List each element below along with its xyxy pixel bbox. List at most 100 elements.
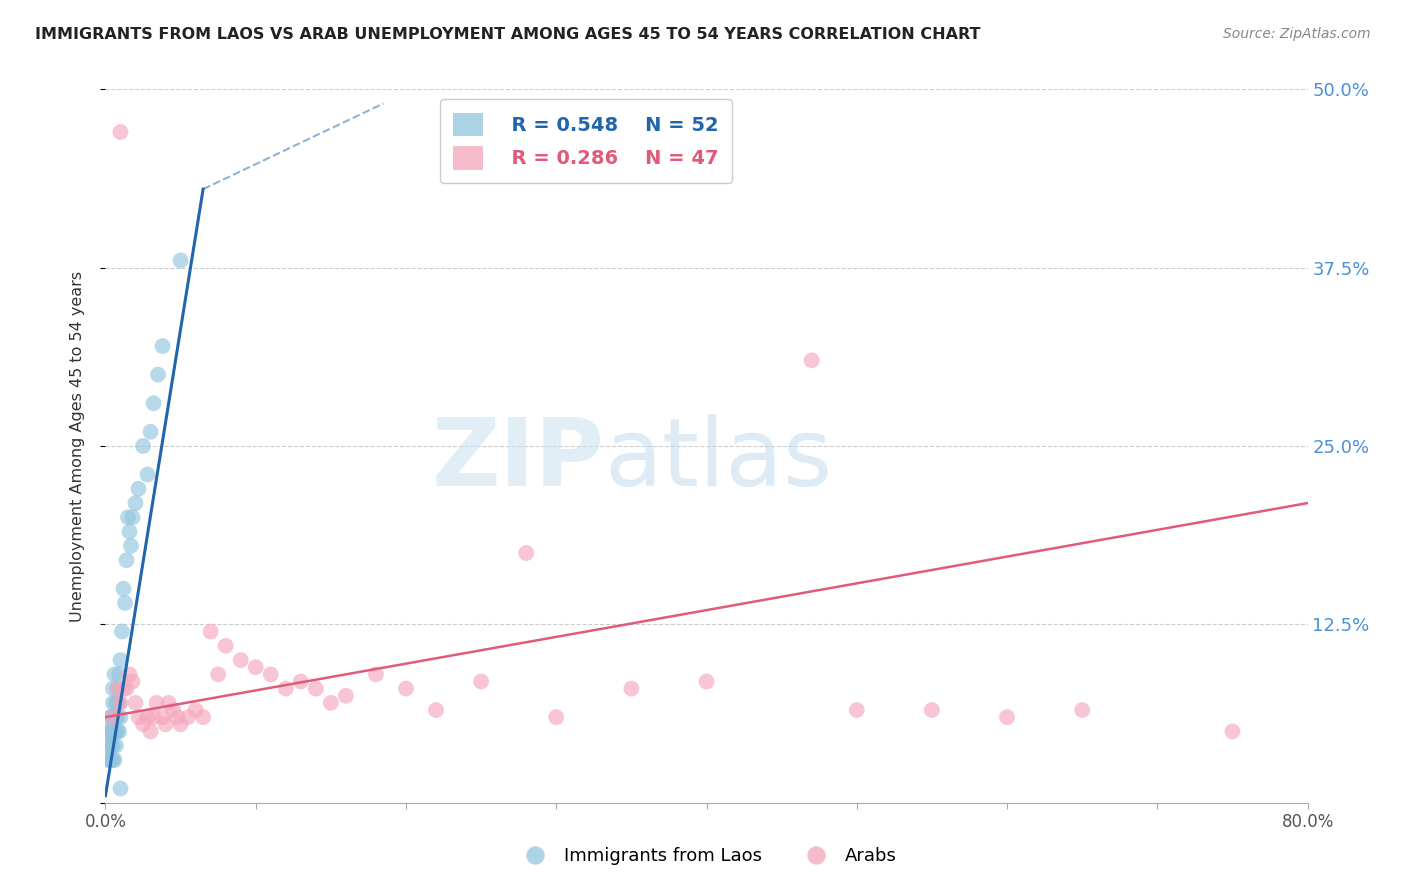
Point <box>120 539 142 553</box>
Point <box>152 710 174 724</box>
Point <box>118 667 141 681</box>
Point <box>98 710 121 724</box>
Point <box>620 681 643 696</box>
Point <box>111 624 134 639</box>
Point <box>395 681 418 696</box>
Point <box>104 710 127 724</box>
Text: ZIP: ZIP <box>432 414 605 507</box>
Point <box>139 724 162 739</box>
Point <box>364 667 387 681</box>
Point <box>107 681 129 696</box>
Point <box>800 353 823 368</box>
Point <box>97 724 120 739</box>
Point <box>114 596 136 610</box>
Point <box>845 703 868 717</box>
Point <box>103 724 125 739</box>
Point <box>696 674 718 689</box>
Point <box>169 717 191 731</box>
Point <box>101 739 124 753</box>
Point <box>142 396 165 410</box>
Point <box>108 724 131 739</box>
Point <box>245 660 267 674</box>
Point <box>110 781 132 796</box>
Point <box>100 724 122 739</box>
Point <box>112 582 135 596</box>
Point <box>124 696 146 710</box>
Point <box>110 125 132 139</box>
Point <box>100 753 122 767</box>
Point <box>108 696 131 710</box>
Point <box>1222 724 1244 739</box>
Point <box>169 253 191 268</box>
Point <box>136 467 159 482</box>
Point <box>104 696 127 710</box>
Point <box>274 681 297 696</box>
Point <box>191 710 214 724</box>
Point <box>101 710 124 724</box>
Point <box>128 710 150 724</box>
Point <box>1071 703 1094 717</box>
Point <box>98 739 121 753</box>
Point <box>101 681 124 696</box>
Text: Source: ZipAtlas.com: Source: ZipAtlas.com <box>1223 27 1371 41</box>
Point <box>124 496 146 510</box>
Point <box>470 674 492 689</box>
Point <box>98 724 121 739</box>
Point <box>101 710 124 724</box>
Point <box>335 689 357 703</box>
Point <box>104 739 127 753</box>
Point <box>101 696 124 710</box>
Point <box>107 696 129 710</box>
Legend: Immigrants from Laos, Arabs: Immigrants from Laos, Arabs <box>509 840 904 872</box>
Point <box>101 724 124 739</box>
Text: atlas: atlas <box>605 414 832 507</box>
Point <box>166 710 188 724</box>
Point <box>121 510 143 524</box>
Point <box>425 703 447 717</box>
Point <box>305 681 328 696</box>
Point <box>107 724 129 739</box>
Point <box>145 696 167 710</box>
Point <box>200 624 222 639</box>
Point <box>546 710 568 724</box>
Point <box>117 510 139 524</box>
Point <box>229 653 252 667</box>
Point <box>290 674 312 689</box>
Point <box>214 639 236 653</box>
Point <box>157 696 180 710</box>
Point <box>128 482 150 496</box>
Point <box>108 667 131 681</box>
Text: IMMIGRANTS FROM LAOS VS ARAB UNEMPLOYMENT AMONG AGES 45 TO 54 YEARS CORRELATION : IMMIGRANTS FROM LAOS VS ARAB UNEMPLOYMEN… <box>35 27 980 42</box>
Point <box>103 753 125 767</box>
Point <box>103 667 125 681</box>
Point <box>921 703 943 717</box>
Point <box>260 667 283 681</box>
Point <box>207 667 229 681</box>
Point <box>139 425 162 439</box>
Point <box>146 368 169 382</box>
Point <box>110 710 132 724</box>
Point <box>110 653 132 667</box>
Point <box>132 717 155 731</box>
Point <box>115 681 138 696</box>
Point <box>98 753 121 767</box>
Point <box>118 524 141 539</box>
Point <box>104 724 127 739</box>
Point <box>115 553 138 567</box>
Point <box>319 696 342 710</box>
Point <box>184 703 207 717</box>
Point <box>100 739 122 753</box>
Point <box>112 681 135 696</box>
Point <box>101 753 124 767</box>
Point <box>107 710 129 724</box>
Point <box>110 696 132 710</box>
Point <box>995 710 1018 724</box>
Point <box>152 339 174 353</box>
Point <box>515 546 537 560</box>
Point <box>97 739 120 753</box>
Y-axis label: Unemployment Among Ages 45 to 54 years: Unemployment Among Ages 45 to 54 years <box>70 270 84 622</box>
Point <box>136 710 159 724</box>
Point <box>103 710 125 724</box>
Point <box>107 681 129 696</box>
Point <box>132 439 155 453</box>
